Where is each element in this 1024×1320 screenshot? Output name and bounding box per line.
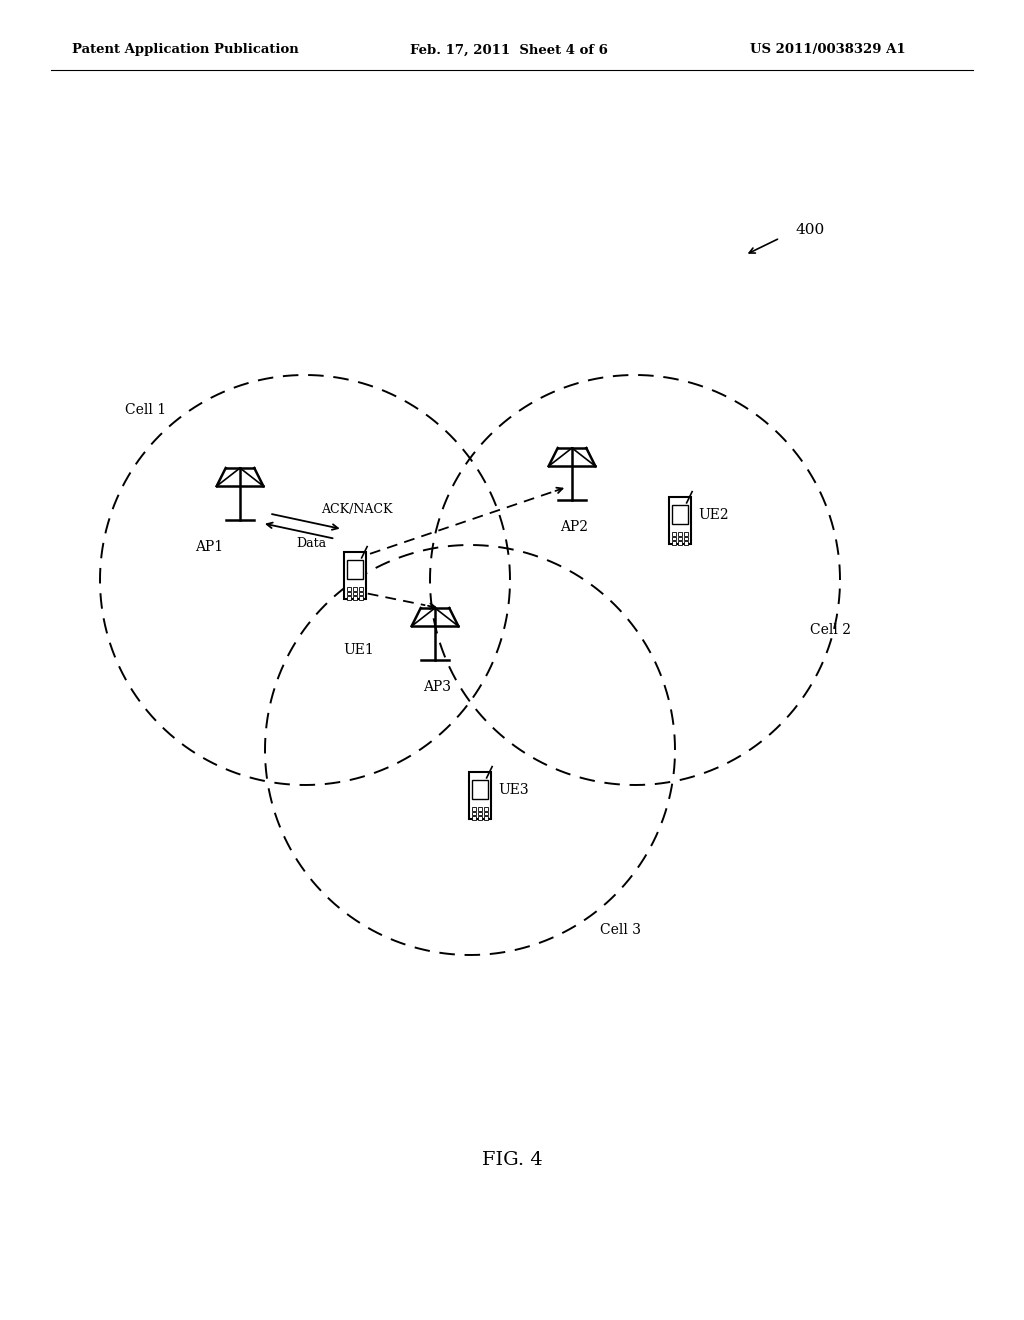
Bar xyxy=(672,504,688,524)
Text: UE3: UE3 xyxy=(498,783,528,797)
Text: US 2011/0038329 A1: US 2011/0038329 A1 xyxy=(750,44,905,57)
Bar xyxy=(672,536,676,540)
Bar xyxy=(359,587,364,590)
Text: 400: 400 xyxy=(795,223,824,238)
Bar xyxy=(478,816,482,820)
Bar xyxy=(347,560,364,579)
Bar xyxy=(472,807,476,810)
Bar xyxy=(472,780,488,800)
Bar xyxy=(684,536,688,540)
Bar xyxy=(478,807,482,810)
Text: Feb. 17, 2011  Sheet 4 of 6: Feb. 17, 2011 Sheet 4 of 6 xyxy=(410,44,608,57)
Bar xyxy=(472,816,476,820)
Text: AP1: AP1 xyxy=(195,540,223,554)
Text: AP2: AP2 xyxy=(560,520,588,535)
Bar xyxy=(478,812,482,816)
Bar xyxy=(484,807,488,810)
Text: Cell 3: Cell 3 xyxy=(600,923,641,937)
Bar xyxy=(353,587,357,590)
Bar xyxy=(484,816,488,820)
Bar xyxy=(472,812,476,816)
Bar xyxy=(353,591,357,595)
Text: ACK/NACK: ACK/NACK xyxy=(321,503,392,516)
Bar xyxy=(684,532,688,536)
Bar xyxy=(684,541,688,545)
Bar xyxy=(359,591,364,595)
Text: UE2: UE2 xyxy=(698,508,729,521)
Bar xyxy=(484,812,488,816)
Text: Patent Application Publication: Patent Application Publication xyxy=(72,44,299,57)
Text: FIG. 4: FIG. 4 xyxy=(481,1151,543,1170)
Bar xyxy=(359,597,364,601)
Text: Cell 2: Cell 2 xyxy=(810,623,851,638)
Bar xyxy=(347,597,351,601)
Bar xyxy=(672,541,676,545)
Bar xyxy=(344,552,366,599)
Bar xyxy=(469,772,492,818)
Text: Data: Data xyxy=(296,537,326,550)
Bar xyxy=(678,541,682,545)
Bar xyxy=(669,498,691,544)
Bar xyxy=(347,591,351,595)
Bar xyxy=(347,587,351,590)
Text: AP3: AP3 xyxy=(423,680,451,694)
Text: Cell 1: Cell 1 xyxy=(125,403,166,417)
Bar xyxy=(678,536,682,540)
Bar xyxy=(678,532,682,536)
Bar xyxy=(672,532,676,536)
Bar xyxy=(353,597,357,601)
Text: UE1: UE1 xyxy=(343,643,374,657)
